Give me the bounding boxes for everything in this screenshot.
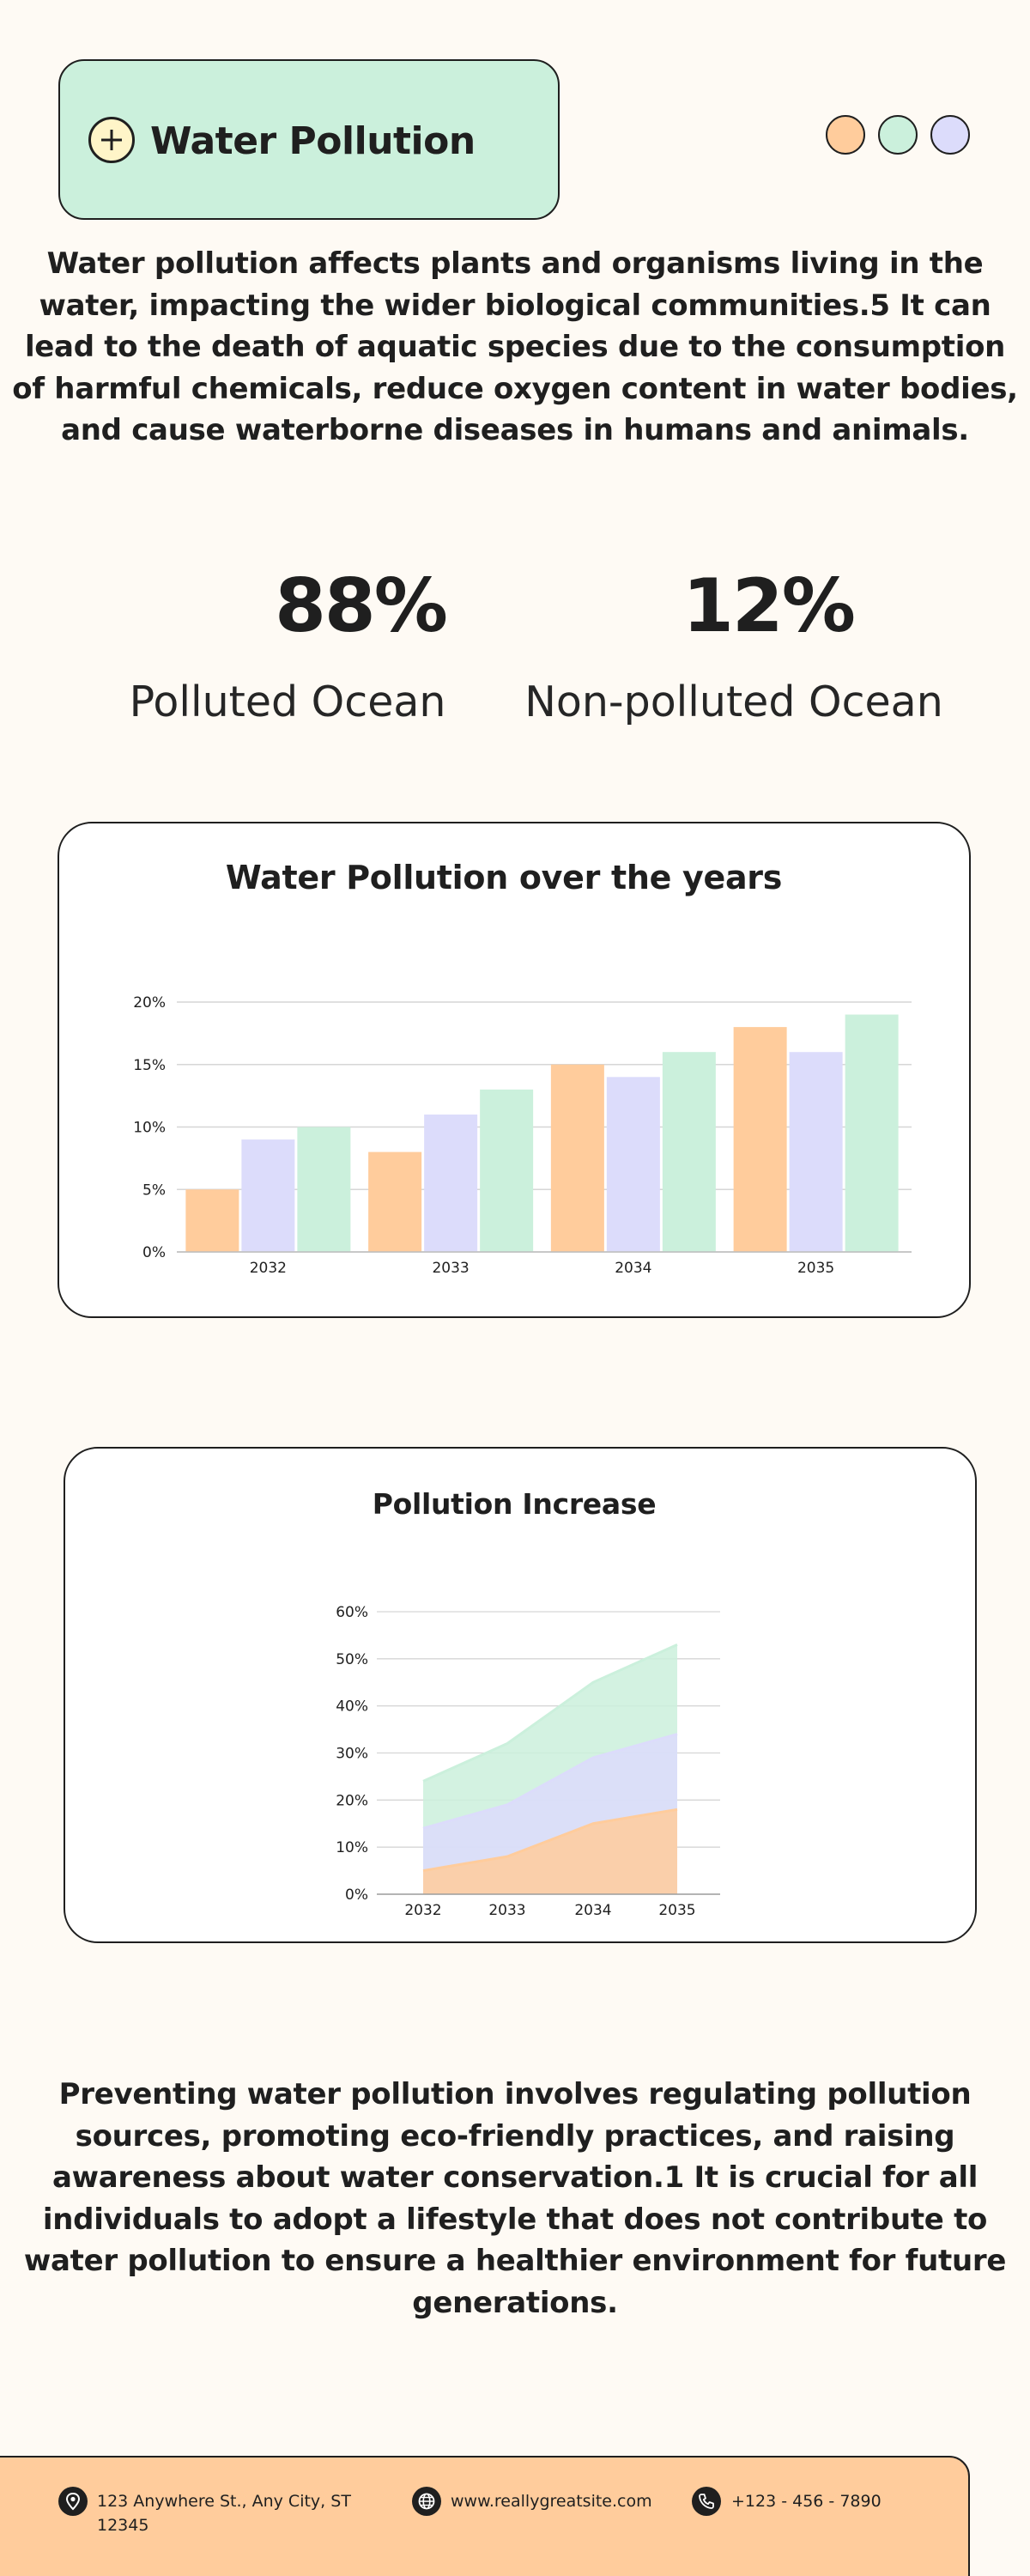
y-tick-label: 60% (336, 1604, 368, 1621)
x-tick-label: 2034 (574, 1902, 611, 1919)
x-tick-label: 2035 (797, 1260, 834, 1277)
bar (185, 1189, 239, 1252)
plus-circle-icon[interactable] (88, 117, 135, 163)
bar (845, 1014, 899, 1252)
series-line (422, 1807, 678, 1873)
y-tick-label: 10% (336, 1839, 368, 1856)
y-tick-label: 10% (133, 1120, 166, 1137)
bar (789, 1052, 843, 1252)
outro-paragraph: Preventing water pollution involves regu… (23, 2077, 1007, 2320)
bar (550, 1064, 604, 1252)
bar (662, 1052, 716, 1252)
bar (297, 1127, 351, 1252)
series-line (422, 1643, 678, 1783)
x-tick-label: 2032 (250, 1260, 287, 1277)
area-series (423, 1809, 677, 1894)
y-tick-label: 50% (336, 1651, 368, 1668)
x-tick-label: 2034 (615, 1260, 651, 1277)
x-tick-label: 2032 (404, 1902, 441, 1919)
bar (733, 1027, 787, 1252)
y-tick-label: 15% (133, 1057, 166, 1074)
phone-icon (692, 2487, 721, 2516)
area-chart: 0% 10% 20% 30% 40% 50% 60% 2032 2033 2034 2035 (336, 1604, 720, 1919)
bar (480, 1089, 534, 1252)
globe-icon (412, 2487, 441, 2516)
x-tick-label: 2033 (488, 1902, 525, 1919)
bar (606, 1077, 660, 1252)
intro-paragraph: Water pollution affects plants and organ… (12, 246, 1018, 447)
bar-chart: 0% 5% 10% 15% 20% 2032 2033 2034 2035 (133, 994, 912, 1277)
y-tick-label: 5% (142, 1182, 166, 1199)
y-tick-label: 0% (142, 1244, 166, 1261)
footer-bar (0, 2456, 970, 2576)
x-tick-label: 2033 (432, 1260, 469, 1277)
area-chart-title: Pollution Increase (372, 1487, 657, 1521)
footer-address: 123 Anywhere St., Any City, ST 12345 (97, 2492, 351, 2535)
y-tick-label: 20% (336, 1792, 368, 1809)
dot-lavender (930, 115, 970, 155)
y-tick-label: 30% (336, 1746, 368, 1763)
dot-mint (878, 115, 918, 155)
y-tick-label: 40% (336, 1698, 368, 1716)
bar (424, 1114, 478, 1252)
x-tick-label: 2035 (658, 1902, 695, 1919)
bar (241, 1139, 295, 1252)
footer-phone[interactable]: +123 - 456 - 7890 (731, 2492, 882, 2511)
stat-nonpolluted-value: 12% (682, 563, 856, 649)
title-card (58, 59, 560, 220)
stat-polluted-value: 88% (275, 563, 448, 649)
location-pin-icon (58, 2487, 88, 2516)
y-tick-label: 0% (345, 1886, 368, 1904)
stat-nonpolluted-label: Non-polluted Ocean (524, 677, 943, 726)
dot-peach (826, 115, 865, 155)
stat-polluted-label: Polluted Ocean (129, 677, 446, 726)
bar (368, 1151, 422, 1252)
bar-chart-title: Water Pollution over the years (225, 859, 783, 896)
series-line (422, 1733, 678, 1830)
y-tick-label: 20% (133, 994, 166, 1012)
page-title: Water Pollution (150, 119, 476, 163)
footer-website[interactable]: www.reallygreatsite.com (451, 2492, 652, 2511)
